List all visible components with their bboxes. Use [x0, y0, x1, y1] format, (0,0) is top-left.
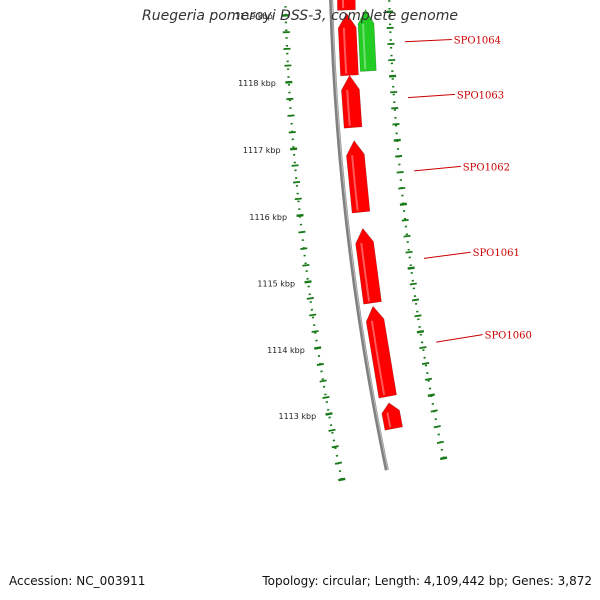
ruler-tick [316, 363, 324, 366]
ruler-tick [290, 147, 298, 151]
backbone-layer [329, 0, 389, 471]
ruler-tick [392, 123, 400, 126]
ruler-tick [328, 428, 336, 432]
ruler-tick [296, 213, 304, 218]
label-layer: SPO1060SPO1061SPO1062SPO1063SPO1064SPO10… [404, 36, 532, 343]
gene-highlight [362, 23, 367, 70]
ruler-tick-label: 1115 kbp [257, 280, 295, 289]
ruler-tick [398, 187, 406, 190]
ruler-tick [325, 412, 333, 416]
ruler-tick [314, 346, 322, 350]
ruler-tick [287, 114, 295, 117]
ruler-tick [409, 282, 417, 286]
ruler-tick [304, 280, 312, 284]
gene-highlight [346, 89, 351, 126]
ruler-tick [399, 202, 408, 206]
gene-highlight [342, 27, 348, 74]
gene-label-spo1061[interactable]: SPO1061 [473, 248, 520, 259]
genome-backbone [329, 0, 389, 471]
genome-title: Ruegeria pomeroyi DSS-3, complete genome [142, 8, 458, 24]
gene-label-spo1060[interactable]: SPO1060 [485, 331, 532, 342]
ruler-tick [306, 297, 314, 300]
gene-label-leader [423, 251, 471, 259]
ruler-tick [424, 377, 432, 381]
gene-label-leader [436, 334, 483, 343]
gene-spo1063[interactable] [341, 74, 363, 129]
gene-layer [336, 0, 403, 431]
ruler-tick [319, 379, 327, 383]
genome-stats: Topology: circularLength: 4,109,442 bpGe… [262, 574, 592, 588]
ruler-tick [391, 107, 399, 110]
gene-label-leader [414, 165, 461, 172]
ruler-tick [393, 138, 401, 142]
ruler-tick-label: 1118 kbp [238, 79, 276, 88]
ruler-tick [430, 409, 438, 413]
ruler-tick-label: 1116 kbp [249, 213, 287, 222]
gene-spo1062[interactable] [346, 140, 371, 214]
ruler-tick [338, 477, 346, 482]
ruler-tick [396, 171, 404, 174]
ruler-tick [433, 425, 441, 429]
ruler-tick [302, 263, 310, 267]
ruler-tick [419, 346, 427, 350]
ruler-layer: 1113 kbp 1114 kbp 1115 kbp 1116 kbp 1117 kbp… [235, 0, 448, 482]
ruler-tick [427, 393, 435, 397]
ruler-tick [407, 266, 415, 270]
ruler-tick [411, 298, 420, 302]
ruler-tick [439, 456, 448, 461]
gene-label-spo1062[interactable]: SPO1062 [463, 162, 510, 173]
ruler-tick [300, 247, 308, 251]
gene-label-leader [404, 39, 452, 43]
gene-highlight [341, 0, 345, 9]
gene-highlight [351, 155, 359, 211]
ruler-tick-label: 1113 kbp [278, 412, 316, 421]
ruler-tick [414, 314, 422, 318]
ruler-tick [416, 330, 425, 334]
ruler-outer-track [388, 0, 445, 459]
ruler-tick [405, 250, 413, 254]
genes-count-text: Genes: 3,872 [504, 574, 592, 588]
gene-label-spo1064[interactable]: SPO1064 [454, 36, 501, 47]
gene-highlight [360, 242, 371, 302]
ruler-tick [401, 218, 409, 222]
ruler-tick [294, 197, 302, 201]
ruler-tick [291, 164, 299, 167]
gene-spo1059[interactable] [381, 402, 403, 431]
ruler-tick [334, 461, 343, 465]
ruler-tick [322, 395, 330, 399]
genome-backbone-highlight [331, 0, 389, 471]
ruler-tick [436, 440, 444, 445]
topology-text: Topology: circular [262, 574, 367, 588]
ruler-tick [403, 234, 411, 238]
ruler-tick [311, 330, 319, 333]
ruler-tick [288, 131, 296, 134]
gene-spo1064[interactable] [337, 12, 359, 77]
ruler-tick [395, 155, 403, 158]
ruler-tick [293, 181, 301, 184]
gene-label-leader [407, 93, 455, 99]
gene-spo1064b[interactable] [357, 8, 377, 72]
ruler-tick-label: 1114 kbp [267, 346, 305, 355]
length-text: Length: 4,109,442 bp [367, 574, 504, 588]
ruler-tick-label: 1119 kbp [235, 12, 273, 21]
ruler-tick [422, 361, 430, 365]
ruler-tick [331, 445, 339, 449]
gene-highlight [386, 412, 392, 428]
gene-spo1061[interactable] [355, 227, 382, 305]
ruler-tick [309, 313, 317, 317]
ruler-tick-label: 1117 kbp [243, 146, 281, 155]
gene-label-spo1063[interactable]: SPO1063 [457, 90, 504, 101]
ruler-tick [298, 230, 306, 234]
gene-highlight [370, 320, 386, 396]
gene-spo1065[interactable] [336, 0, 356, 11]
accession-text: Accession: NC_003911 [9, 574, 146, 588]
gene-spo1060[interactable] [365, 305, 397, 399]
